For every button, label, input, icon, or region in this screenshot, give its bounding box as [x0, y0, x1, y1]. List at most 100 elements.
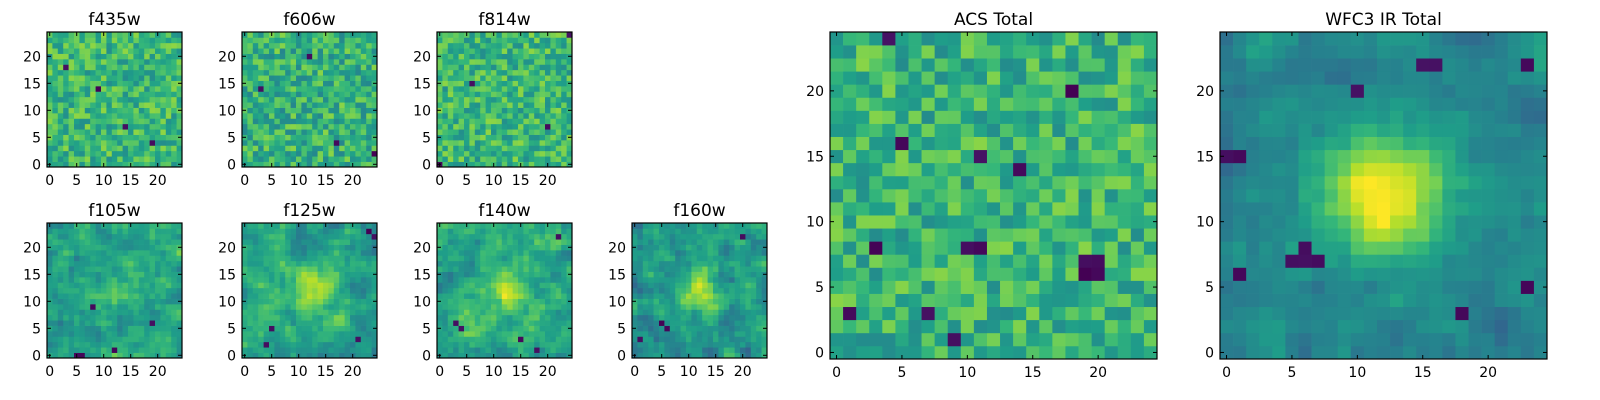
heatmap-cell: [664, 341, 671, 348]
heatmap-cell: [501, 140, 508, 146]
heatmap-cell: [301, 37, 308, 44]
heatmap-cell: [686, 277, 692, 283]
heatmap-cell: [447, 140, 454, 146]
heatmap-cell: [128, 37, 134, 44]
heatmap-cell: [106, 309, 113, 316]
heatmap-cell: [474, 86, 481, 92]
heatmap-cell: [491, 42, 497, 49]
heatmap-cell: [149, 271, 156, 278]
heatmap-cell: [518, 298, 524, 305]
heatmap-cell: [117, 96, 123, 103]
heatmap-cell: [57, 223, 64, 229]
heatmap-cell: [669, 255, 676, 262]
heatmap-cell: [539, 80, 546, 87]
heatmap-cell: [296, 156, 302, 162]
heatmap-cell: [458, 129, 465, 135]
heatmap-cell: [637, 228, 644, 235]
heatmap-cell: [290, 250, 297, 256]
heatmap-cell: [171, 271, 177, 278]
heatmap-cell: [437, 309, 443, 316]
heatmap-cell: [680, 277, 687, 283]
heatmap-cell: [555, 150, 562, 157]
heatmap-cell: [247, 80, 254, 87]
heatmap-cell: [534, 75, 540, 81]
heatmap-cell: [447, 347, 454, 353]
heatmap-cell: [296, 331, 302, 337]
heatmap-cell: [263, 53, 270, 60]
heatmap-cell: [464, 150, 470, 157]
heatmap-cell: [68, 347, 75, 353]
heatmap-cell: [496, 250, 503, 256]
heatmap-cell: [269, 239, 275, 245]
heatmap-cell: [921, 280, 935, 294]
heatmap-cell: [734, 347, 741, 353]
heatmap-cell: [111, 282, 118, 289]
heatmap-cell: [290, 75, 297, 81]
heatmap-cell: [632, 331, 638, 337]
heatmap-cell: [713, 271, 719, 278]
heatmap-cell: [57, 336, 64, 343]
heatmap-cell: [323, 134, 329, 141]
heatmap-cell: [566, 250, 573, 256]
heatmap-cell: [52, 59, 59, 65]
heatmap-cell: [274, 239, 281, 245]
heatmap-cell: [518, 266, 524, 272]
heatmap-cell: [344, 64, 351, 71]
heatmap-cell: [664, 233, 671, 240]
heatmap-cell: [507, 42, 513, 49]
heatmap-cell: [518, 260, 524, 267]
heatmap-cell: [653, 250, 660, 256]
heatmap-cell: [355, 96, 362, 103]
heatmap-cell: [155, 287, 161, 294]
y-tick-label: 20: [23, 240, 41, 256]
heatmap-cell: [496, 336, 503, 343]
heatmap-cell: [111, 64, 118, 71]
heatmap-cell: [491, 75, 497, 81]
heatmap-cell: [539, 118, 546, 125]
heatmap-cell: [480, 118, 486, 125]
heatmap-cell: [447, 32, 454, 38]
heatmap-cell: [133, 91, 140, 98]
heatmap-cell: [632, 293, 638, 299]
heatmap-cell: [176, 59, 183, 65]
heatmap-cell: [79, 32, 86, 38]
heatmap-cell: [1052, 306, 1066, 321]
heatmap-cell: [491, 118, 497, 125]
heatmap-cell: [696, 255, 703, 262]
heatmap-cell: [843, 149, 857, 164]
heatmap-cell: [474, 293, 481, 299]
heatmap-cell: [447, 102, 454, 108]
heatmap-cell: [501, 298, 508, 305]
heatmap-cell: [539, 96, 546, 103]
heatmap-cell: [258, 250, 264, 256]
heatmap-cell: [1143, 228, 1158, 242]
heatmap-cell: [306, 277, 313, 283]
heatmap-cell: [242, 320, 248, 326]
heatmap-cell: [664, 271, 671, 278]
heatmap-cell: [882, 149, 896, 164]
heatmap-cell: [539, 59, 546, 65]
heatmap-cell: [247, 314, 254, 321]
heatmap-cell: [528, 32, 535, 38]
heatmap-cell: [155, 129, 161, 135]
heatmap-cell: [1104, 254, 1119, 268]
heatmap-cell: [442, 91, 449, 98]
heatmap-cell: [534, 250, 540, 256]
heatmap-cell: [106, 53, 113, 60]
heatmap-cell: [442, 107, 449, 114]
heatmap-cell: [160, 271, 167, 278]
heatmap-cell: [480, 293, 486, 299]
heatmap-cell: [723, 239, 730, 245]
heatmap-cell: [252, 156, 259, 162]
heatmap-cell: [344, 320, 351, 326]
heatmap-cell: [111, 304, 118, 310]
heatmap-cell: [447, 293, 454, 299]
heatmap-cell: [68, 277, 75, 283]
heatmap-cell: [290, 150, 297, 157]
heatmap-cell: [453, 156, 459, 162]
heatmap-cell: [745, 341, 752, 348]
heatmap-cell: [269, 129, 275, 135]
heatmap-cell: [95, 325, 102, 332]
heatmap-cell: [702, 331, 708, 337]
heatmap-cell: [312, 260, 318, 267]
